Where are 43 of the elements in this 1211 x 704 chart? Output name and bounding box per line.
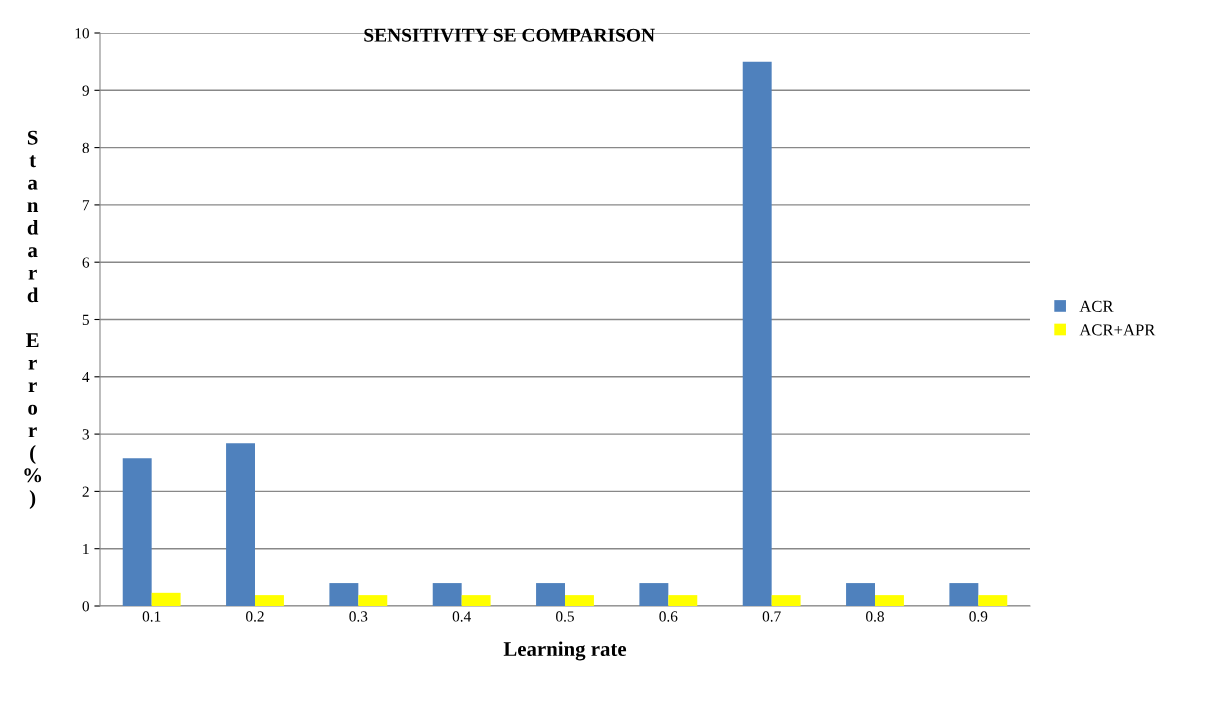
bar (432, 583, 462, 606)
bar (742, 61, 772, 606)
bar (668, 595, 698, 606)
x-tick-label: 0.2 (246, 611, 264, 622)
x-axis-title: Learning rate (503, 641, 627, 661)
bar (151, 592, 181, 606)
bar (461, 595, 491, 606)
y-tick-label: 5 (82, 314, 89, 325)
y-tick-label: 4 (82, 372, 90, 383)
chart-title: SENSITIVITY SE COMPARISON (364, 28, 655, 42)
bar (771, 595, 801, 606)
x-tick-label: 0.4 (452, 611, 471, 622)
x-tick-label: 0.7 (762, 611, 781, 622)
bar (226, 443, 255, 606)
text: Standard Error(%) (24, 130, 42, 510)
x-tick-label: 0.6 (659, 611, 678, 622)
y-tick-label: 10 (75, 28, 89, 39)
bar (875, 595, 904, 606)
x-tick-label: 0.5 (556, 611, 574, 622)
legend-label: ACR+APR (1079, 324, 1156, 336)
bar (536, 583, 565, 606)
bar (122, 458, 152, 606)
y-tick-label: 3 (82, 429, 89, 440)
bar (255, 595, 284, 606)
y-tick-label: 7 (82, 200, 90, 211)
x-tick-label: 0.9 (969, 611, 988, 622)
legend-label: ACR (1079, 300, 1114, 312)
y-tick-label: 9 (82, 85, 89, 96)
y-tick-label: 1 (83, 543, 89, 554)
bar (949, 583, 979, 606)
bar (978, 595, 1008, 606)
bar (639, 583, 669, 606)
y-tick-label: 8 (82, 142, 89, 154)
y-tick-label: 6 (82, 257, 90, 268)
x-tick-label: 0.8 (866, 611, 884, 622)
bar (846, 583, 875, 606)
bar (565, 595, 594, 606)
y-tick-label: 2 (82, 486, 89, 497)
x-tick-label: 0.1 (142, 611, 161, 622)
bar (329, 583, 359, 606)
x-tick-label: 0.3 (349, 611, 368, 622)
bar (358, 595, 388, 606)
y-tick-label: 0 (82, 601, 89, 612)
